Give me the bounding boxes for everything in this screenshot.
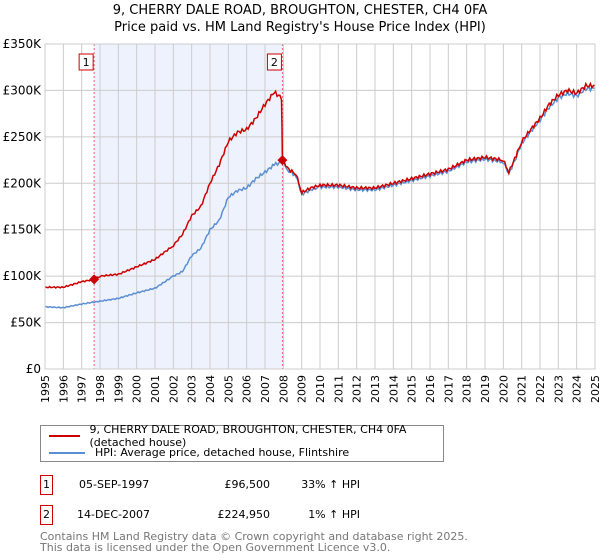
- x-tick-label: 2022: [534, 375, 547, 403]
- series-line: [44, 81, 596, 289]
- x-tick-label: 2014: [387, 375, 400, 403]
- x-tick-label: 2010: [314, 375, 327, 403]
- sale-label-box: [266, 53, 282, 71]
- chart-title: 9, CHERRY DALE ROAD, BROUGHTON, CHESTER,…: [112, 3, 488, 18]
- x-tick-label: 2025: [589, 375, 600, 403]
- chart-subtitle: Price paid vs. HM Land Registry's House …: [114, 20, 486, 35]
- x-tick-label: 2009: [296, 375, 309, 403]
- sale-point-marker: [277, 155, 288, 166]
- sale-label: 2: [271, 56, 278, 69]
- x-tick-label: 1999: [112, 375, 125, 403]
- transaction-badge: 1: [40, 475, 53, 495]
- legend-line-blue: [49, 451, 85, 454]
- x-tick-label: 2015: [406, 375, 419, 403]
- x-tick-label: 2019: [479, 375, 492, 403]
- x-tick-label: 2013: [369, 375, 382, 403]
- y-tick-label: £350K: [3, 37, 43, 51]
- x-tick-label: 2011: [332, 375, 345, 403]
- y-tick-label: £150K: [3, 223, 43, 237]
- y-tick-label: £0: [26, 362, 41, 376]
- x-tick-label: 2006: [241, 375, 254, 403]
- legend-item-hpi: HPI: Average price, detached house, Flin…: [49, 444, 349, 461]
- x-tick-label: 2021: [516, 375, 529, 403]
- transaction-hpi: 1% ↑ HPI: [308, 508, 360, 521]
- x-tick-label: 2003: [186, 375, 199, 403]
- y-tick-label: £50K: [10, 316, 42, 330]
- x-tick-label: 2024: [571, 375, 584, 403]
- x-tick-label: 2023: [552, 375, 565, 403]
- x-tick-label: 2004: [204, 375, 217, 403]
- y-tick-label: £300K: [3, 83, 43, 97]
- transaction-date: 05-SEP-1997: [79, 478, 150, 491]
- legend: 9, CHERRY DALE ROAD, BROUGHTON, CHESTER,…: [40, 423, 444, 462]
- x-tick-label: 1998: [94, 375, 107, 403]
- x-tick-label: 1995: [39, 375, 52, 403]
- footer-licence: This data is licensed under the Open Gov…: [40, 541, 391, 554]
- x-tick-label: 2001: [149, 375, 162, 403]
- sale-point-marker: [89, 274, 100, 285]
- footer-copyright: Contains HM Land Registry data © Crown c…: [40, 530, 468, 543]
- plot-area: 1995 1996 1997 1998 1999 2000 2001 2002 2003 2004…: [3, 37, 600, 403]
- transaction-badge: 2: [40, 505, 53, 525]
- x-tick-label: 2002: [167, 375, 180, 403]
- plot-border: [44, 43, 596, 370]
- legend-label: 9, CHERRY DALE ROAD, BROUGHTON, CHESTER,…: [89, 422, 407, 449]
- transaction-hpi: 33% ↑ HPI: [301, 478, 360, 491]
- sale-label: 1: [83, 56, 90, 69]
- y-tick-label: £200K: [3, 176, 43, 190]
- y-tick-label: £100K: [3, 269, 43, 283]
- legend-line-red: [49, 434, 80, 437]
- x-tick-label: 2012: [351, 375, 364, 403]
- legend-item-property: 9, CHERRY DALE ROAD, BROUGHTON, CHESTER,…: [49, 423, 443, 449]
- sale-period-shading: [94, 44, 283, 369]
- x-tick-label: 2008: [277, 375, 290, 403]
- x-tick-label: 2020: [497, 375, 510, 403]
- transaction-price: £224,950: [217, 508, 271, 521]
- transaction-date: 14-DEC-2007: [77, 508, 151, 521]
- y-tick-label: £250K: [3, 130, 43, 144]
- x-tick-label: 1996: [57, 375, 70, 403]
- x-tick-label: 1997: [76, 375, 89, 403]
- transaction-price: £96,500: [224, 478, 271, 491]
- sale-label-box: [78, 53, 94, 71]
- x-tick-label: 2017: [442, 375, 455, 403]
- x-tick-label: 2000: [131, 375, 144, 403]
- x-tick-label: 2018: [461, 375, 474, 403]
- legend-label: HPI: Average price, detached house, Flin…: [95, 446, 350, 459]
- x-tick-label: 2005: [222, 375, 235, 403]
- x-tick-label: 2016: [424, 375, 437, 403]
- x-tick-label: 2007: [259, 375, 272, 403]
